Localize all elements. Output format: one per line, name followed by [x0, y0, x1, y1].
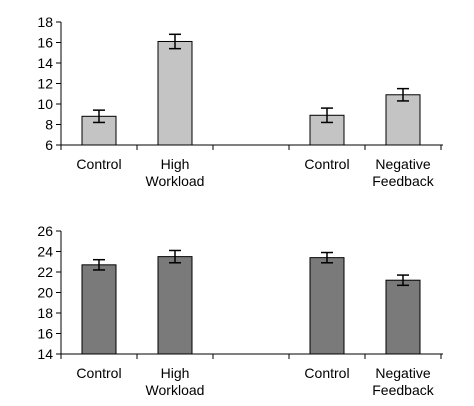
panel-1-y-tick-label: 18 [37, 14, 53, 30]
panel-2-bar [157, 256, 193, 355]
panel-2-category-label: High [161, 365, 190, 381]
panel-2-y-tick-label: 24 [37, 244, 53, 260]
panel-2-category-label: Control [76, 365, 121, 381]
panel-2-y-tick-label: 16 [37, 326, 53, 342]
panel-1-y-tick-label: 16 [37, 35, 53, 51]
panel-1-bar [157, 40, 193, 146]
panel-1-y-tick-label: 12 [37, 76, 53, 92]
panel-2-category-label: Feedback [372, 382, 434, 398]
panel-1-category-label: High [161, 156, 190, 172]
panel-2-y-tick-label: 18 [37, 305, 53, 321]
panel-2-bar [309, 257, 345, 355]
panel-1-category-label: Control [76, 156, 121, 172]
panel-2-bar [81, 264, 117, 355]
panel-1-category-label: Control [304, 156, 349, 172]
panel-1-category-label: Feedback [372, 173, 434, 189]
panel-1-y-tick-label: 14 [37, 55, 53, 71]
panel-2-category-label: Negative [375, 365, 430, 381]
panel-1-category-label: Workload [146, 173, 205, 189]
panel-1-bar [385, 94, 421, 146]
panel-2-category-label: Control [304, 365, 349, 381]
panel-1-y-tick-label: 6 [45, 137, 53, 153]
panel-2-y-tick-label: 22 [37, 264, 53, 280]
panel-2-category-label: Workload [146, 382, 205, 398]
panel-1-category-label: Negative [375, 156, 430, 172]
panel-2-y-tick-label: 14 [37, 346, 53, 362]
panel-2-bar [385, 279, 421, 355]
panel-1-y-tick-label: 8 [45, 117, 53, 133]
panel-2-y-tick-label: 26 [37, 223, 53, 239]
panel-2-y-tick-label: 20 [37, 285, 53, 301]
panel-1-y-tick-label: 10 [37, 96, 53, 112]
